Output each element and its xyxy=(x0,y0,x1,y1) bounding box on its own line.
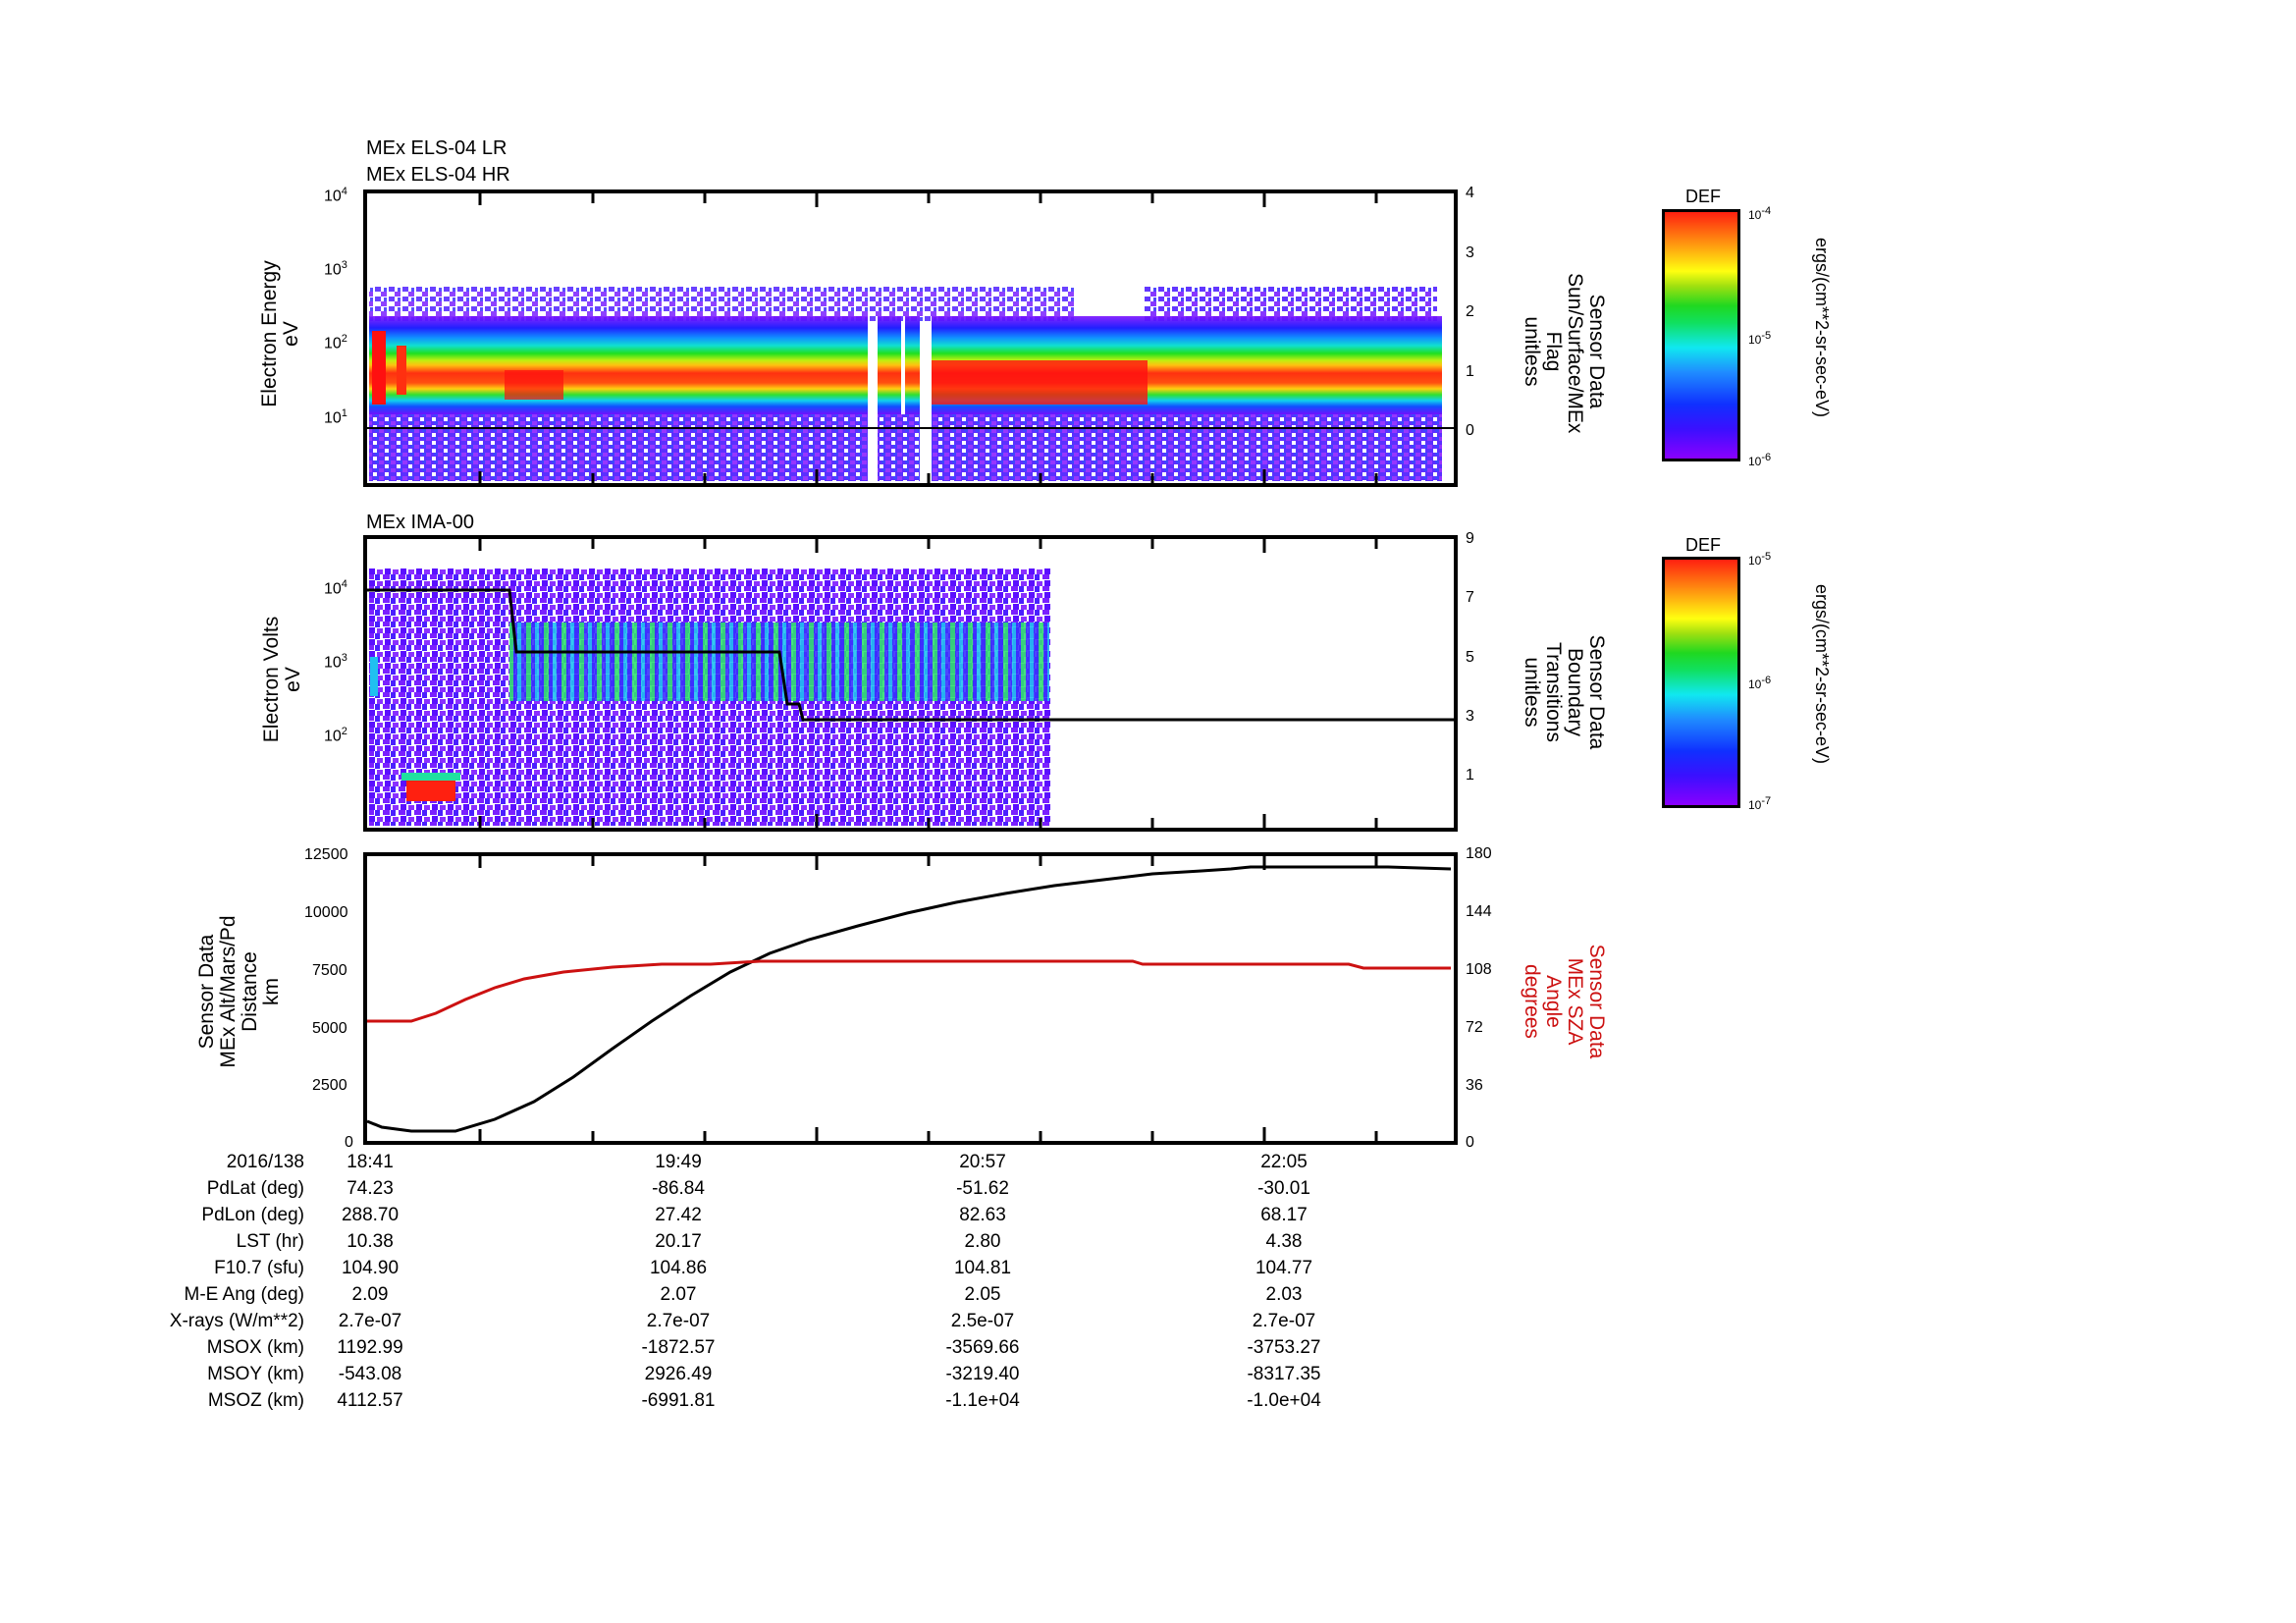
ephemeris-row: MSOY (km) -543.08 2926.49 -3219.40 -8317… xyxy=(207,1364,1321,1384)
orbit-right-ytick: 36 xyxy=(1466,1077,1483,1094)
els-ytick-1e4: 104 xyxy=(324,186,347,205)
orbit-ytick: 0 xyxy=(345,1134,353,1151)
ima-right-ytick: 3 xyxy=(1466,708,1474,725)
els-title-lr: MEx ELS-04 LR xyxy=(366,137,507,159)
els-ytick-1e1: 101 xyxy=(324,407,347,427)
els-colorbar-max: 10-4 xyxy=(1748,205,1772,222)
ima-colorbar-label: DEF xyxy=(1685,535,1721,555)
ephemeris-table: 2016/138 18:41 19:49 20:57 22:05 PdLat (… xyxy=(0,1149,1472,1424)
els-colorbar-units: ergs/(cm**2-sr-sec-eV) xyxy=(1812,238,1832,418)
orbit-ytick: 12500 xyxy=(304,846,348,863)
orbit-ylabel: Sensor Data MEx Alt/Mars/Pd Distance km xyxy=(195,915,283,1068)
els-spectrogram xyxy=(367,193,1454,483)
orbit-right-ytick: 108 xyxy=(1466,961,1492,978)
ima-colorbar-max: 10-5 xyxy=(1748,551,1772,568)
ima-colorbar xyxy=(1662,557,1740,808)
ephemeris-row: 2016/138 18:41 19:49 20:57 22:05 xyxy=(226,1152,1308,1172)
orbit-line-panel xyxy=(363,852,1458,1145)
ima-right-ytick: 5 xyxy=(1466,649,1474,666)
ima-ytick-1e3: 103 xyxy=(324,652,347,672)
orbit-right-ytick: 144 xyxy=(1466,903,1492,920)
els-title-hr: MEx ELS-04 HR xyxy=(366,164,510,186)
boundary-transitions-line xyxy=(367,588,1454,722)
orbit-ytick: 10000 xyxy=(304,904,348,921)
sza-line xyxy=(367,959,1451,1023)
ima-right-ylabel: Sensor Data Boundary Transitions unitless xyxy=(1521,634,1608,750)
els-colorbar-label: DEF xyxy=(1685,187,1721,206)
ephemeris-row: M-E Ang (deg) 2.09 2.07 2.05 2.03 xyxy=(184,1284,1303,1305)
orbit-right-ytick: 72 xyxy=(1466,1019,1483,1036)
orbit-right-ytick: 0 xyxy=(1466,1134,1474,1151)
orbit-right-ytick: 180 xyxy=(1466,845,1492,862)
ima-right-ytick: 7 xyxy=(1466,589,1474,606)
ima-colorbar-units: ergs/(cm**2-sr-sec-eV) xyxy=(1812,584,1832,765)
orbit-ytick: 2500 xyxy=(312,1077,347,1094)
els-right-ytick: 4 xyxy=(1466,185,1474,201)
orbit-ytick: 5000 xyxy=(312,1020,347,1037)
els-spectrogram-panel xyxy=(363,189,1458,487)
ephemeris-row: MSOZ (km) 4112.57 -6991.81 -1.1e+04 -1.0… xyxy=(207,1390,1321,1411)
els-right-ytick: 3 xyxy=(1466,244,1474,261)
ima-title: MEx IMA-00 xyxy=(366,512,475,533)
els-ylabel: Electron Energy eV xyxy=(258,260,302,407)
ima-colorbar-mid: 10-6 xyxy=(1748,675,1772,691)
ima-ytick-1e4: 104 xyxy=(324,578,347,598)
els-ytick-1e2: 102 xyxy=(324,333,347,352)
ephemeris-row: PdLon (deg) 288.70 27.42 82.63 68.17 xyxy=(201,1205,1308,1225)
ima-spectrogram-panel xyxy=(363,535,1458,832)
els-ytick-1e3: 103 xyxy=(324,259,347,279)
ima-right-ytick: 1 xyxy=(1466,767,1474,784)
ephemeris-row: F10.7 (sfu) 104.90 104.86 104.81 104.77 xyxy=(214,1258,1313,1278)
ima-right-ytick: 9 xyxy=(1466,530,1474,547)
ima-colorbar-min: 10-7 xyxy=(1748,795,1772,812)
els-right-ylabel: Sensor Data Sun/Surface/MEx Flag unitless xyxy=(1521,273,1608,434)
orbit-right-ylabel: Sensor Data MEx SZA Angle degrees xyxy=(1521,944,1608,1059)
ima-spectrogram xyxy=(367,539,1454,828)
els-colorbar-min: 10-6 xyxy=(1748,452,1772,468)
ima-ylabel: Electron Volts eV xyxy=(260,616,304,743)
altitude-line xyxy=(366,865,1452,1133)
orbit-ytick: 7500 xyxy=(312,962,347,979)
ephemeris-row: X-rays (W/m**2) 2.7e-07 2.7e-07 2.5e-07 … xyxy=(169,1311,1316,1331)
ephemeris-row: LST (hr) 10.38 20.17 2.80 4.38 xyxy=(236,1231,1303,1252)
els-colorbar xyxy=(1662,209,1740,461)
orbit-line-chart xyxy=(366,856,1452,1141)
ephemeris-row: MSOX (km) 1192.99 -1872.57 -3569.66 -375… xyxy=(206,1337,1321,1358)
els-right-ytick: 2 xyxy=(1466,303,1474,320)
els-right-ytick: 0 xyxy=(1466,422,1474,439)
ima-ytick-1e2: 102 xyxy=(324,726,347,745)
ephemeris-row: PdLat (deg) 74.23 -86.84 -51.62 -30.01 xyxy=(206,1178,1310,1199)
els-right-ytick: 1 xyxy=(1466,363,1474,380)
els-colorbar-mid: 10-5 xyxy=(1748,330,1772,347)
